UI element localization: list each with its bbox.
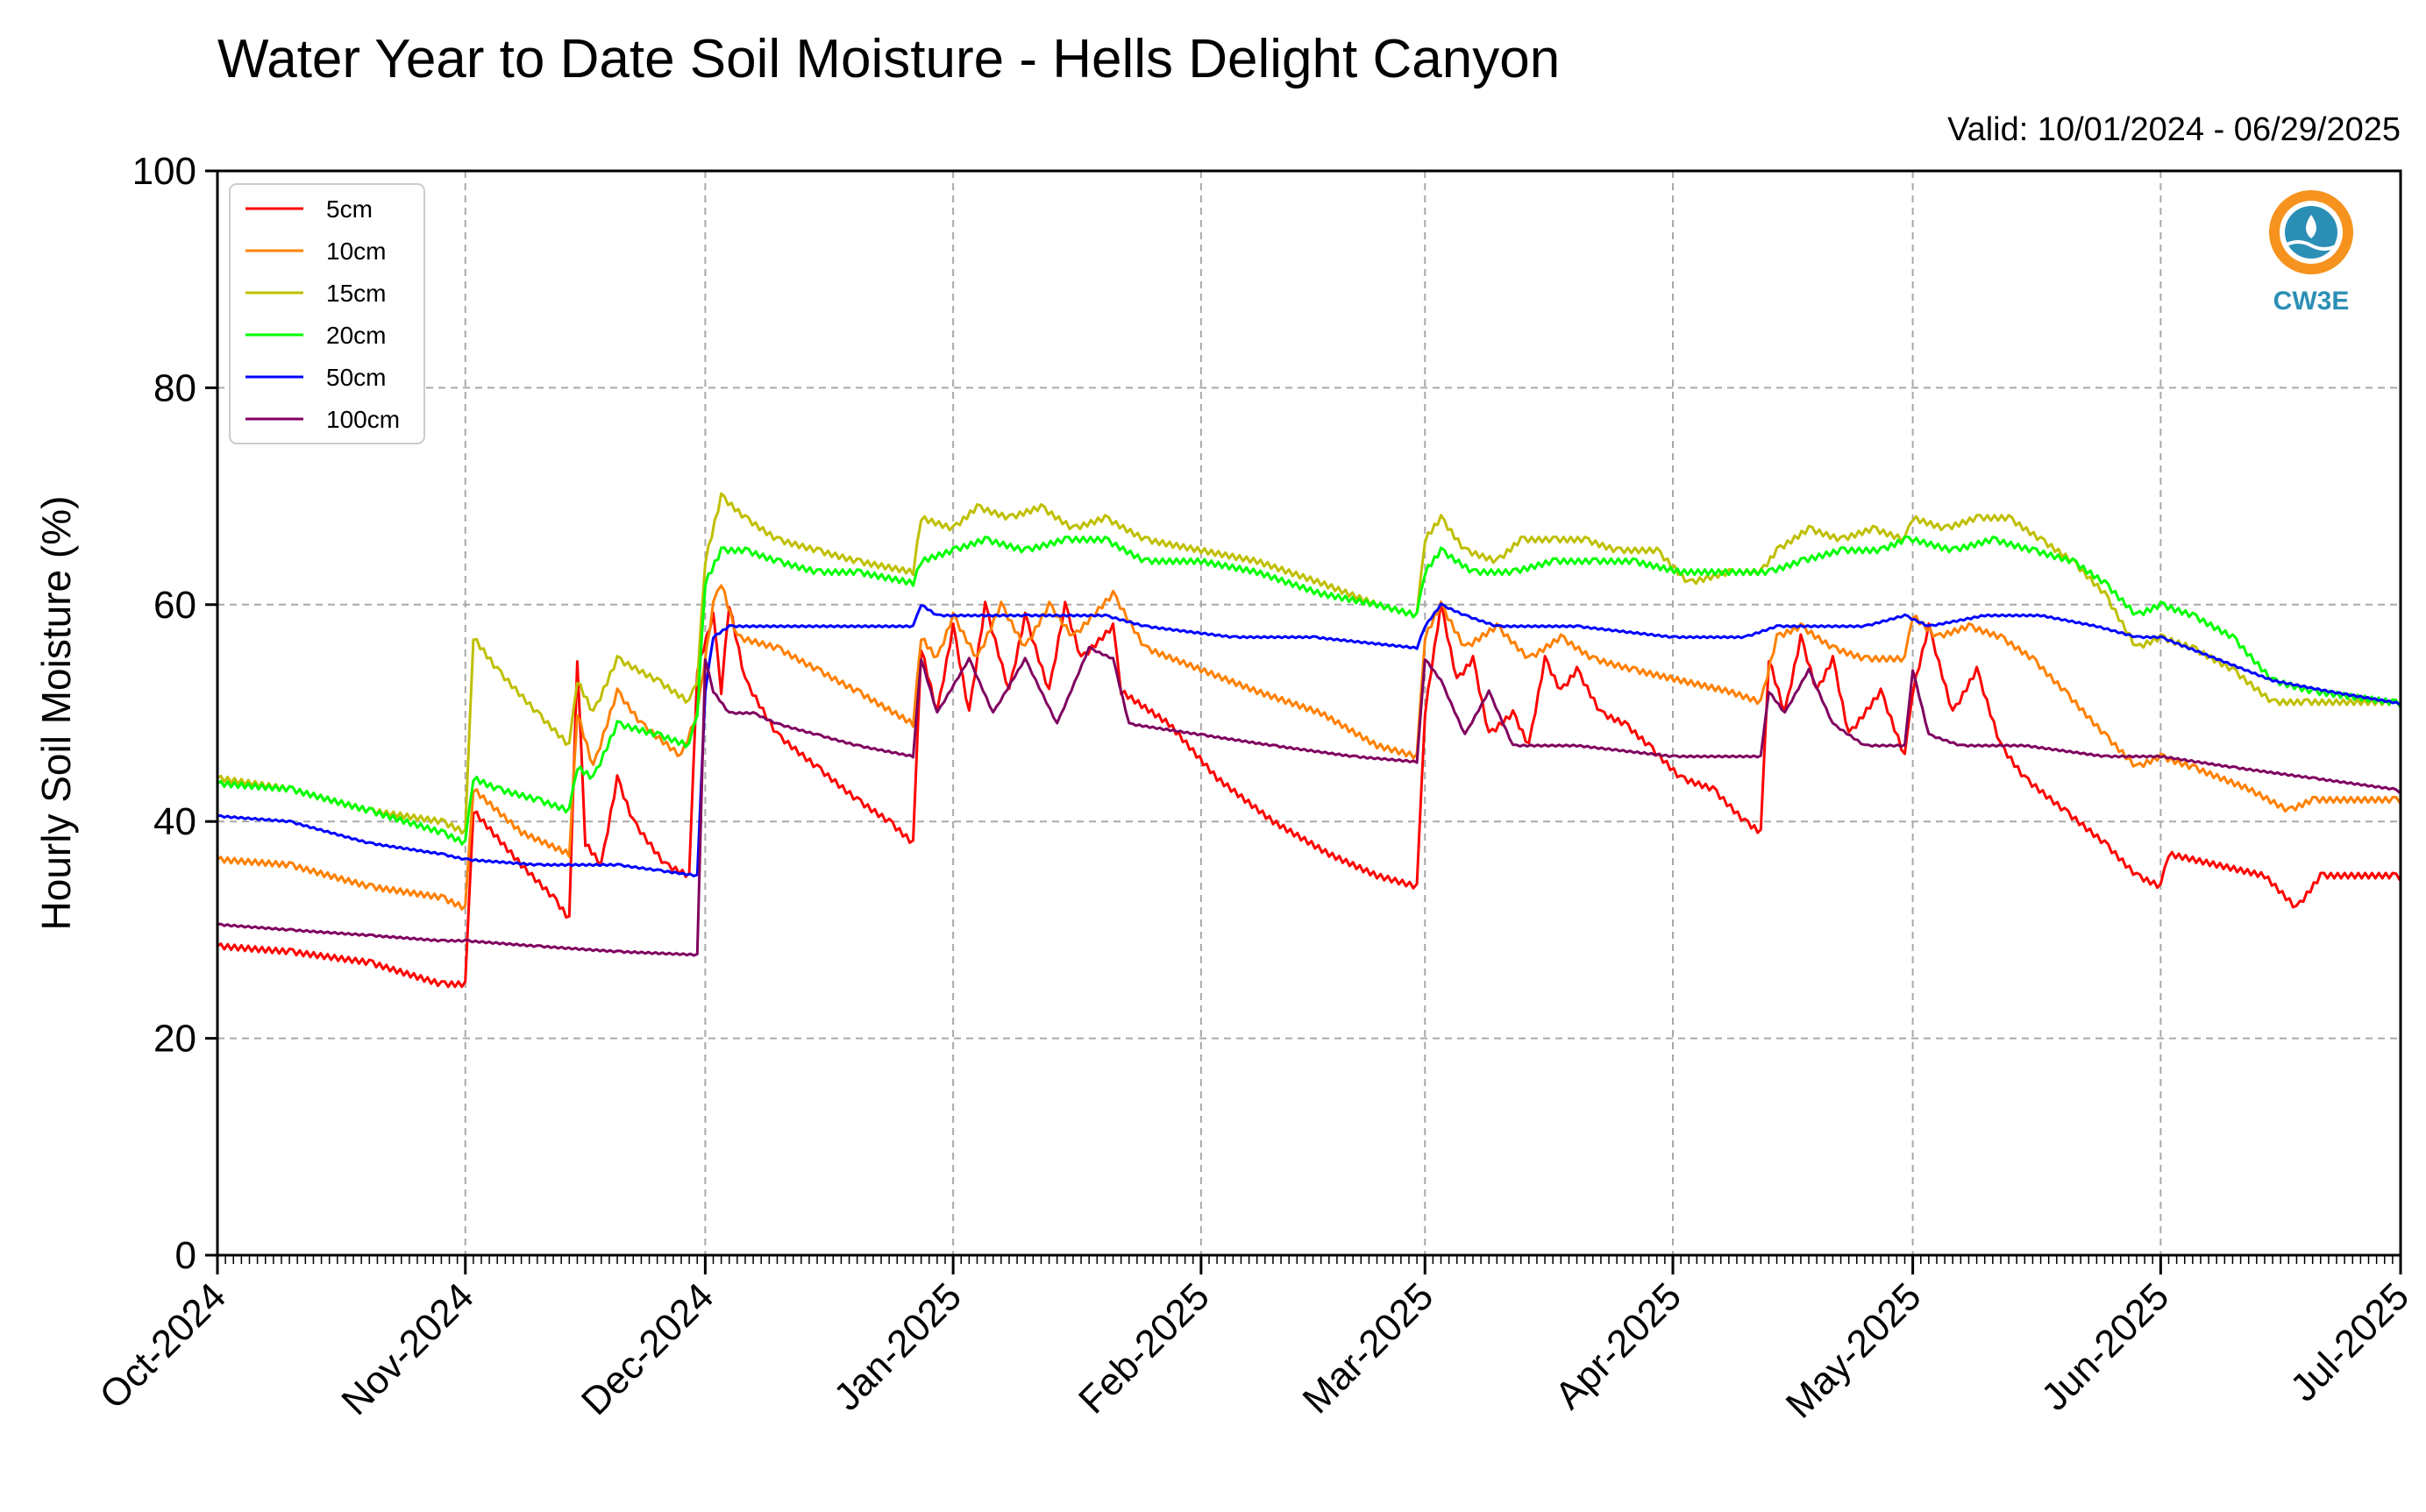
- legend-label: 15cm: [326, 280, 386, 307]
- grid: [217, 171, 2401, 1255]
- x-tick-label: Jan-2025: [826, 1274, 970, 1418]
- y-tick-label: 80: [153, 366, 196, 409]
- x-tick-label: Apr-2025: [1547, 1274, 1690, 1417]
- legend-label: 20cm: [326, 322, 386, 349]
- legend-label: 50cm: [326, 364, 386, 391]
- x-tick-label: Jun-2025: [2033, 1274, 2177, 1418]
- series-line-5cm: [217, 600, 2401, 989]
- legend-label: 5cm: [326, 195, 373, 223]
- logo-drop-icon: [2306, 215, 2316, 238]
- x-tick-label: May-2025: [1778, 1274, 1930, 1426]
- y-tick-label: 100: [132, 150, 196, 193]
- x-tick-label: Dec-2024: [573, 1274, 722, 1423]
- x-tick-label: Mar-2025: [1295, 1274, 1442, 1422]
- y-axis-label: Hourly Soil Moisture (%): [33, 496, 79, 931]
- series-line-15cm: [217, 492, 2401, 835]
- series-line-50cm: [217, 602, 2401, 877]
- x-tick-label: Feb-2025: [1071, 1274, 1218, 1422]
- y-tick-label: 60: [153, 584, 196, 627]
- legend-label: 100cm: [326, 406, 400, 433]
- cw3e-logo: CW3E: [2269, 190, 2353, 316]
- x-axis-ticks: Oct-2024 Nov-2024 Dec-2024 Jan-2025 Feb-2025…: [91, 1255, 2417, 1426]
- x-tick-label: Oct-2024: [91, 1274, 234, 1417]
- x-tick-label: Jul-2025: [2282, 1274, 2417, 1409]
- valid-date-range: Valid: 10/01/2024 - 06/29/2025: [1947, 111, 2401, 148]
- series-group: [217, 492, 2401, 989]
- y-tick-label: 0: [175, 1234, 196, 1277]
- legend-box: [229, 183, 425, 444]
- y-tick-label: 40: [153, 800, 196, 843]
- legend-label: 10cm: [326, 238, 386, 265]
- plot-frame: [216, 169, 2402, 1257]
- x-tick-label: Nov-2024: [333, 1274, 482, 1423]
- series-line-100cm: [217, 645, 2401, 957]
- y-tick-label: 20: [153, 1018, 196, 1061]
- legend: 5cm 10cm 15cm 20cm 50cm 100cm: [229, 183, 425, 444]
- logo-text: CW3E: [2273, 287, 2350, 316]
- logo-wave-icon: [2284, 240, 2338, 251]
- chart-title: Water Year to Date Soil Moisture - Hells…: [217, 29, 1560, 89]
- series-line-10cm: [217, 584, 2401, 911]
- series-line-20cm: [217, 536, 2401, 846]
- y-axis-ticks: 0 20 40 60 80 100: [132, 150, 217, 1277]
